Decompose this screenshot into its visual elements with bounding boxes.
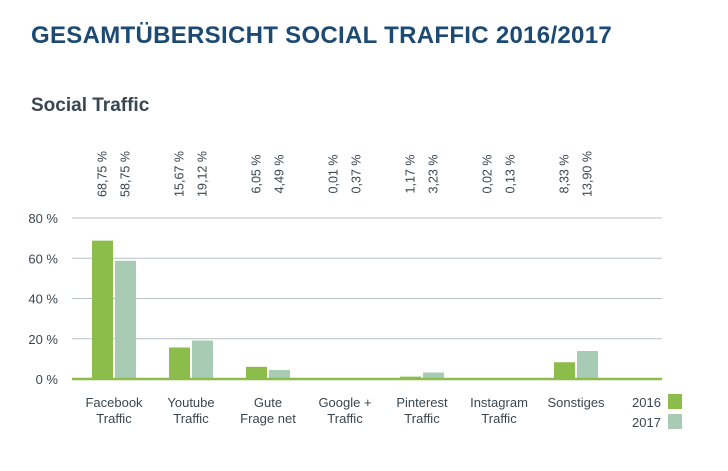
- y-tick-label: 40 %: [28, 292, 58, 307]
- data-label: 0,01 %: [327, 155, 341, 194]
- data-label: 4,49 %: [273, 155, 287, 194]
- y-tick-label: 0 %: [36, 372, 59, 387]
- x-tick-label: Traffic: [327, 411, 363, 426]
- page-title: GESAMTÜBERSICHT SOCIAL TRAFFIC 2016/2017: [31, 22, 613, 49]
- x-tick-label: Traffic: [173, 411, 209, 426]
- x-tick-label: Traffic: [404, 411, 440, 426]
- y-tick-label: 80 %: [28, 211, 58, 226]
- data-label: 1,17 %: [404, 155, 418, 194]
- x-tick-label: Traffic: [96, 411, 132, 426]
- data-label: 58,75 %: [119, 151, 133, 197]
- data-label: 0,37 %: [350, 155, 364, 194]
- data-label: 0,13 %: [504, 155, 518, 194]
- y-tick-label: 60 %: [28, 251, 58, 266]
- data-label: 19,12 %: [196, 151, 210, 197]
- x-tick-label: Youtube: [167, 395, 214, 410]
- x-tick-label: Instagram: [470, 395, 528, 410]
- bar-2016: [246, 366, 267, 379]
- data-label: 6,05 %: [250, 155, 264, 194]
- x-tick-label: Pinterest: [396, 395, 448, 410]
- legend-swatch-2016: [668, 394, 682, 409]
- legend-label: 2016: [632, 395, 661, 410]
- bar-2017: [423, 372, 444, 379]
- data-label: 0,02 %: [481, 155, 495, 194]
- bar-2016: [92, 240, 113, 379]
- x-tick-label: Sonstiges: [547, 395, 605, 410]
- bar-2017: [577, 351, 598, 379]
- x-tick-label: Frage net: [240, 411, 296, 426]
- legend-label: 2017: [632, 415, 661, 430]
- y-tick-label: 20 %: [28, 332, 58, 347]
- bar-2017: [115, 260, 136, 379]
- bar-2017: [192, 340, 213, 379]
- x-tick-label: Gute: [254, 395, 282, 410]
- x-tick-label: Facebook: [85, 395, 143, 410]
- legend-swatch-2017: [668, 414, 682, 429]
- x-tick-label: Google +: [318, 395, 371, 410]
- data-label: 13,90 %: [581, 151, 595, 197]
- bar-2016: [169, 347, 190, 379]
- data-label: 15,67 %: [173, 151, 187, 197]
- data-label: 8,33 %: [558, 155, 572, 194]
- bar-2017: [269, 369, 290, 379]
- chart-title: Social Traffic: [31, 95, 150, 116]
- x-tick-label: Traffic: [481, 411, 517, 426]
- data-label: 3,23 %: [427, 155, 441, 194]
- bar-2016: [554, 362, 575, 379]
- data-label: 68,75 %: [96, 151, 110, 197]
